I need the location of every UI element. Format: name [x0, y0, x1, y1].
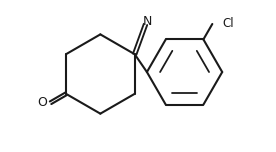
Text: Cl: Cl [222, 17, 234, 31]
Text: N: N [143, 15, 152, 28]
Text: O: O [38, 96, 47, 109]
